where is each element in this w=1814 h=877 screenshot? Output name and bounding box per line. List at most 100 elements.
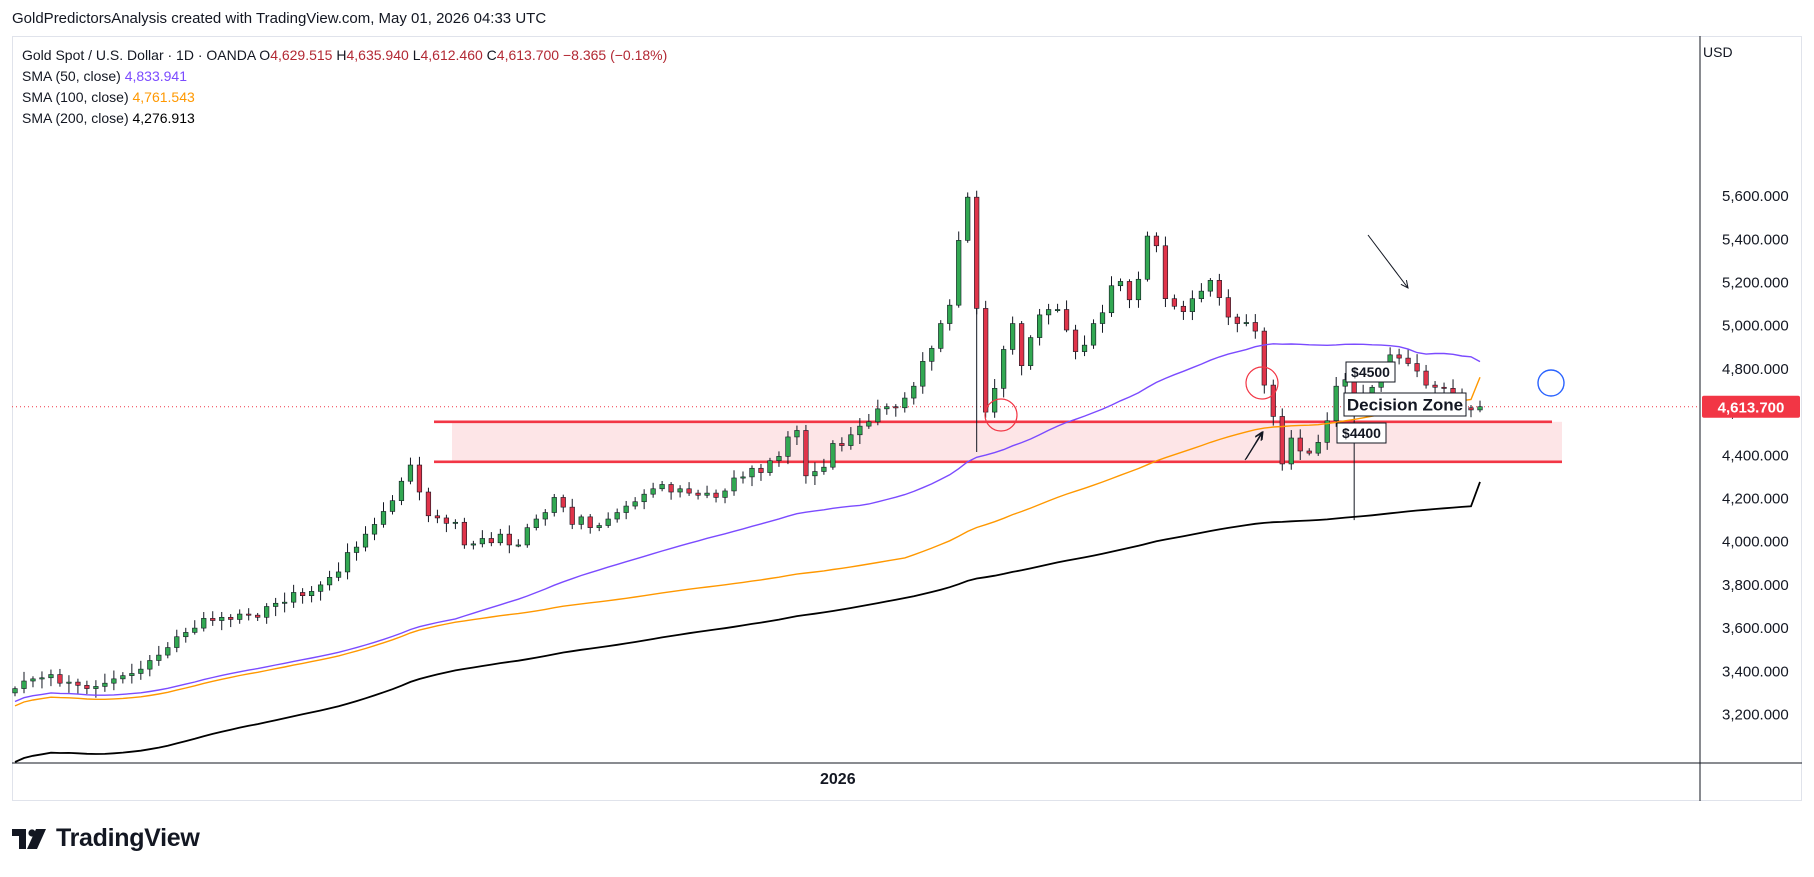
candle-body[interactable] — [767, 460, 773, 473]
candle-body[interactable] — [174, 636, 180, 648]
label-4400-box[interactable] — [1336, 422, 1387, 444]
candle-body[interactable] — [1045, 309, 1052, 316]
candle-body[interactable] — [255, 614, 261, 618]
candle-body[interactable] — [497, 533, 503, 544]
legend-symbol-row[interactable]: Gold Spot / U.S. Dollar · 1D · OANDA O4,… — [22, 45, 667, 66]
candle-body[interactable] — [93, 686, 99, 689]
tradingview-logo[interactable]: TradingView — [12, 824, 200, 853]
candle-body[interactable] — [794, 430, 800, 438]
candle-body[interactable] — [1135, 278, 1142, 301]
candle-body[interactable] — [39, 677, 45, 680]
label-decision-zone-box[interactable] — [1343, 392, 1467, 417]
candle-body[interactable] — [156, 654, 162, 661]
candle-body[interactable] — [1037, 314, 1043, 338]
candle-body[interactable] — [947, 304, 953, 324]
candle-body[interactable] — [129, 673, 135, 676]
candle-body[interactable] — [713, 492, 719, 498]
candle-body[interactable] — [1423, 370, 1429, 386]
candle-body[interactable] — [776, 456, 782, 462]
candle-body[interactable] — [1288, 437, 1294, 465]
candle-body[interactable] — [416, 464, 423, 493]
candle-body[interactable] — [362, 533, 369, 548]
legend-sma200-row[interactable]: SMA (200, close) 4,276.913 — [22, 108, 667, 129]
candle-body[interactable] — [102, 682, 108, 687]
candle-body[interactable] — [884, 406, 890, 410]
candle-body[interactable] — [66, 681, 72, 684]
candle-body[interactable] — [228, 616, 234, 620]
candle-body[interactable] — [551, 497, 557, 513]
candle-body[interactable] — [749, 467, 755, 478]
candle-body[interactable] — [246, 613, 252, 616]
candle-body[interactable] — [344, 552, 351, 573]
sma100-line[interactable] — [14, 376, 1481, 707]
candle-body[interactable] — [335, 571, 342, 578]
candle-body[interactable] — [75, 681, 81, 686]
candle-body[interactable] — [560, 497, 566, 508]
candle-body[interactable] — [165, 647, 171, 656]
candle-body[interactable] — [237, 613, 243, 620]
candle-body[interactable] — [1126, 281, 1133, 301]
candle-body[interactable] — [677, 488, 683, 493]
candle-body[interactable] — [1477, 406, 1483, 411]
candle-body[interactable] — [308, 591, 315, 597]
candle-body[interactable] — [758, 467, 764, 473]
candle-body[interactable] — [569, 506, 575, 525]
candle-body[interactable] — [291, 592, 297, 603]
candle-body[interactable] — [1189, 298, 1195, 312]
candle-body[interactable] — [21, 680, 27, 689]
candle-body[interactable] — [12, 688, 18, 694]
candle-body[interactable] — [1081, 344, 1088, 352]
candle-body[interactable] — [578, 516, 584, 525]
candle-body[interactable] — [1441, 386, 1447, 389]
label-4500-box[interactable] — [1345, 361, 1396, 383]
candle-body[interactable] — [111, 678, 117, 684]
candle-body[interactable] — [812, 471, 818, 477]
sma50-line[interactable] — [14, 343, 1481, 703]
candle-body[interactable] — [479, 538, 485, 545]
candle-body[interactable] — [407, 464, 414, 482]
candle-body[interactable] — [1090, 323, 1097, 346]
candle-body[interactable] — [542, 512, 548, 520]
candle-body[interactable] — [605, 518, 611, 526]
candle-body[interactable] — [1010, 323, 1016, 350]
candle-body[interactable] — [389, 500, 396, 512]
candle-body[interactable] — [1468, 407, 1474, 411]
candle-body[interactable] — [210, 618, 216, 621]
candle-body[interactable] — [147, 660, 153, 670]
candle-body[interactable] — [1198, 290, 1204, 300]
sma200-line[interactable] — [14, 481, 1481, 763]
candle-body[interactable] — [929, 348, 935, 362]
candle-body[interactable] — [740, 476, 746, 479]
candle-body[interactable] — [857, 425, 863, 436]
candle-body[interactable] — [1396, 354, 1402, 359]
candle-body[interactable] — [300, 592, 306, 597]
candle-body[interactable] — [470, 543, 476, 546]
candle-body[interactable] — [192, 627, 198, 633]
candle-body[interactable] — [1019, 323, 1025, 366]
candle-body[interactable] — [1054, 309, 1061, 312]
candle-body[interactable] — [1063, 309, 1070, 331]
candle-body[interactable] — [488, 538, 494, 544]
candle-body[interactable] — [848, 434, 854, 446]
candle-body[interactable] — [1216, 280, 1222, 298]
candle-body[interactable] — [452, 521, 458, 524]
candle-body[interactable] — [120, 675, 126, 680]
candle-body[interactable] — [533, 518, 539, 528]
candle-body[interactable] — [1225, 297, 1231, 318]
candle-body[interactable] — [425, 491, 432, 517]
circle-marker-support-test[interactable] — [984, 398, 1018, 432]
candle-body[interactable] — [282, 601, 288, 604]
candle-body[interactable] — [893, 406, 899, 409]
candle-body[interactable] — [686, 488, 692, 494]
candle-body[interactable] — [30, 678, 36, 682]
candle-body[interactable] — [632, 501, 638, 507]
candle-body[interactable] — [1099, 312, 1106, 324]
candle-body[interactable] — [911, 385, 917, 399]
candle-body[interactable] — [1405, 357, 1411, 364]
candle-body[interactable] — [1252, 322, 1258, 332]
candle-body[interactable] — [1207, 280, 1213, 292]
candle-body[interactable] — [57, 674, 63, 684]
candle-body[interactable] — [1432, 384, 1438, 388]
candle-body[interactable] — [353, 546, 360, 553]
candle-body[interactable] — [920, 361, 926, 387]
